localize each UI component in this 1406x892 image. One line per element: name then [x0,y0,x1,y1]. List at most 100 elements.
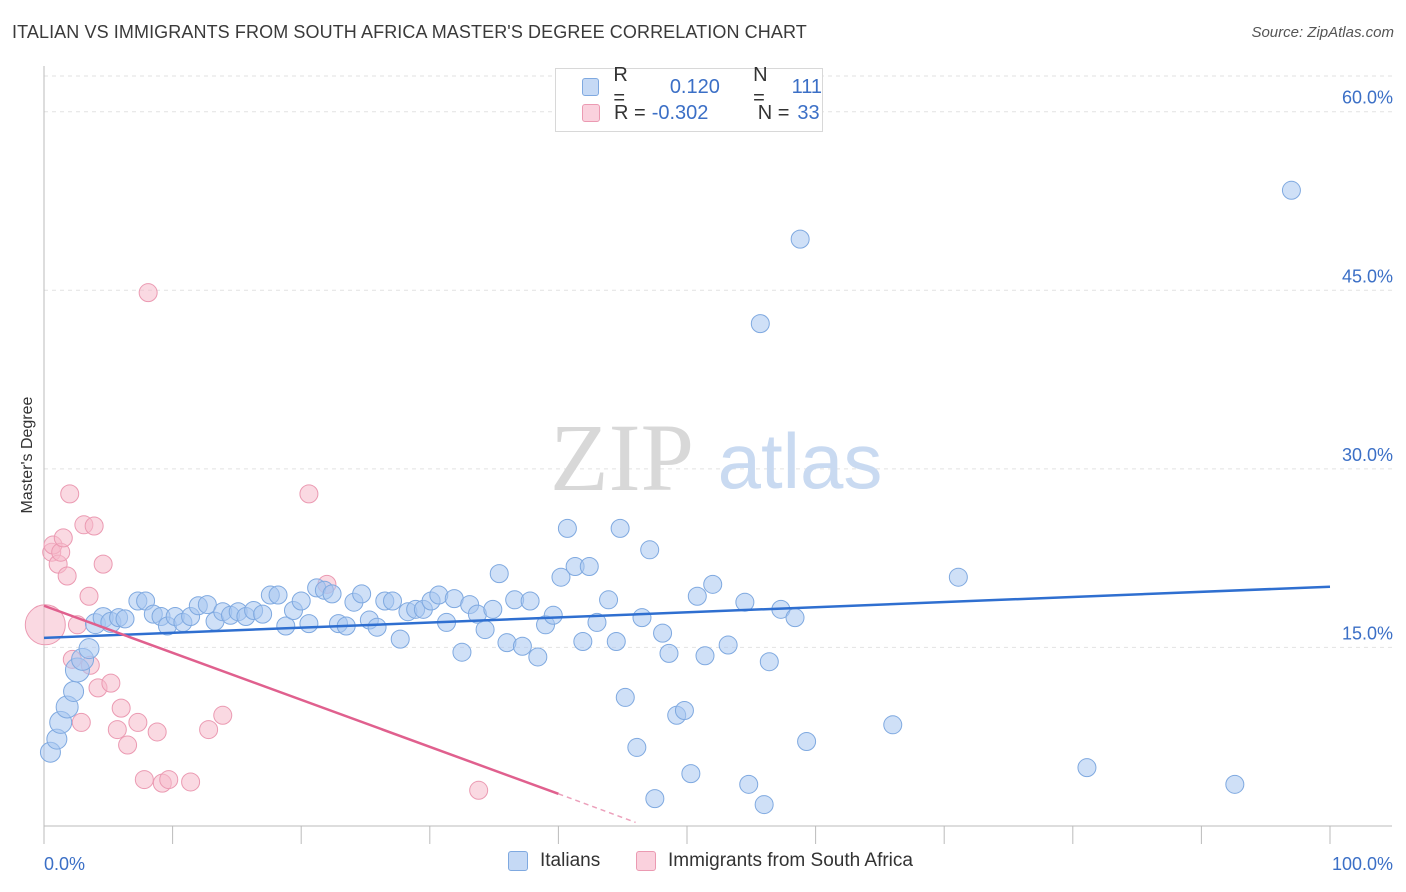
bottom-legend-italians-label: Italians [540,850,601,871]
italian-point [883,715,903,735]
south-africa-point [147,722,167,742]
italian-point [543,605,563,625]
south-africa-point [199,720,219,740]
legend-r-label: R = [613,64,628,109]
south-africa-trend-extension [558,793,636,824]
italian-point [483,599,503,619]
italian-point [759,652,779,672]
italian-point [291,591,311,611]
legend-row-south-africa: R = -0.302 N = 33 [582,101,820,125]
italian-point [659,643,679,663]
italian-point [197,595,217,615]
italian-point [475,620,495,640]
bottom-legend-south-africa: Immigrants from South Africa [636,850,913,872]
bottom-legend-swatch-italians [508,851,528,871]
italian-point [739,774,759,794]
south-africa-trend-line [43,604,559,796]
italian-point [352,584,372,604]
legend-swatch-south-africa [582,104,600,122]
south-africa-point [118,735,138,755]
italian-point [429,585,449,605]
italian-point [573,631,593,651]
bottom-legend-south-africa-label: Immigrants from South Africa [668,850,913,871]
y-axis-label: Master's Degree [19,396,36,514]
italian-point [489,564,509,584]
italian-point [520,591,540,611]
italian-point [606,631,626,651]
italian-point [754,795,774,815]
italian-point [528,647,548,667]
stats-legend: R = 0.120 N = 111 R = -0.302 N = 33 [555,64,823,132]
italian-point [367,617,387,637]
axis-layer [43,66,1392,844]
italian-point [695,646,715,666]
italian-point [551,567,571,587]
south-africa-point [84,516,104,536]
italians-trend-line [43,585,1331,640]
italian-point [653,623,673,643]
legend-swatch-italians [582,78,600,96]
grid-layer [44,75,1392,648]
south-africa-points [24,283,489,800]
legend-r-value: -0.302 [651,101,709,124]
legend-n-label: N = [753,64,768,109]
italian-point [797,731,817,751]
legend-n-label: N = [757,101,790,124]
y-tick-label: 30.0% [1342,445,1393,465]
italian-point [276,616,296,636]
italian-point [579,556,599,576]
italian-point [640,540,660,560]
south-africa-point [181,772,201,792]
south-africa-point [299,484,319,504]
south-africa-point [134,770,154,790]
italian-point [718,635,738,655]
italian-point [512,636,532,656]
italian-point [299,614,319,634]
italian-point [452,642,472,662]
italian-point [681,764,701,784]
italian-point [948,567,968,587]
italian-point [735,592,755,612]
south-africa-point [469,780,489,800]
chart-title: ITALIAN VS IMMIGRANTS FROM SOUTH AFRICA … [12,22,807,42]
south-africa-point [213,705,233,725]
legend-r-label: R = [614,101,646,124]
south-africa-point [79,586,99,606]
source-label: Source: ZipAtlas.com [1251,24,1394,41]
italian-point [1281,180,1301,200]
italian-point [1225,774,1245,794]
south-africa-point [111,698,131,718]
italians-points [39,180,1301,815]
bottom-legend-swatch-south-africa [636,851,656,871]
y-tick-label: 60.0% [1342,88,1393,108]
y-tick-label: 15.0% [1342,623,1393,643]
legend-n-value: 111 [791,75,822,98]
italian-point [627,737,647,757]
italian-point [790,229,810,249]
italian-point [703,574,723,594]
south-africa-point [71,712,91,732]
south-africa-point [57,566,77,586]
watermark-atlas: atlas [718,417,883,505]
italian-point [63,680,85,702]
south-africa-point [101,673,121,693]
legend-r-value: 0.120 [669,75,720,98]
italian-point [322,584,342,604]
italian-point [557,518,577,538]
italian-point [610,518,630,538]
south-africa-point [60,484,80,504]
italian-point [268,585,288,605]
watermark-zip: ZIP [550,404,694,511]
italian-point [115,609,135,629]
trend-lines [43,585,1331,824]
italian-point [1077,758,1097,778]
italian-point [750,314,770,334]
bottom-legend: Italians Immigrants from South Africa [0,850,1406,878]
legend-row-italians: R = 0.120 N = 111 [582,64,822,109]
south-africa-point [107,720,127,740]
south-africa-point [138,283,158,303]
legend-n-value: 33 [797,101,820,124]
x-tick-label: 100.0% [1332,854,1393,874]
italian-point [390,629,410,649]
